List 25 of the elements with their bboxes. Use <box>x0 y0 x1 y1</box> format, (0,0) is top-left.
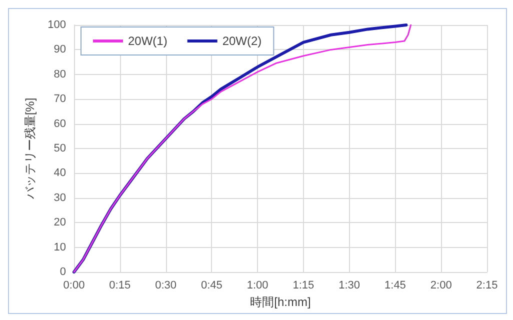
y-tick-label: 0 <box>60 266 66 278</box>
y-tick-label: 80 <box>54 68 66 80</box>
y-axis-title: バッテリー残量[%] <box>23 98 37 200</box>
x-tick-label: 1:15 <box>292 280 314 292</box>
y-tick-label: 20 <box>54 216 66 229</box>
y-tick-label: 40 <box>54 167 66 180</box>
y-tick-label: 10 <box>54 241 66 254</box>
x-tick-label: 0:00 <box>63 280 85 292</box>
x-tick-label: 0:45 <box>200 280 222 292</box>
y-tick-label: 30 <box>54 192 66 204</box>
y-tick-label: 60 <box>54 118 66 130</box>
y-tick-label: 70 <box>54 93 66 106</box>
y-tick-label: 90 <box>54 44 66 56</box>
y-tick-label: 50 <box>54 142 66 154</box>
x-tick-label: 0:30 <box>155 280 176 292</box>
x-axis-title: 時間[h:mm] <box>250 295 311 309</box>
x-tick-label: 0:15 <box>109 280 131 292</box>
x-tick-label: 1:45 <box>384 280 406 292</box>
legend-label: 20W(2) <box>222 34 262 48</box>
x-tick-label: 2:15 <box>476 280 498 292</box>
x-tick-label: 1:00 <box>246 280 268 292</box>
x-tick-label: 2:00 <box>430 280 452 292</box>
y-tick-label: 100 <box>48 19 66 31</box>
x-tick-label: 1:30 <box>338 280 360 292</box>
legend-label: 20W(1) <box>128 34 168 48</box>
